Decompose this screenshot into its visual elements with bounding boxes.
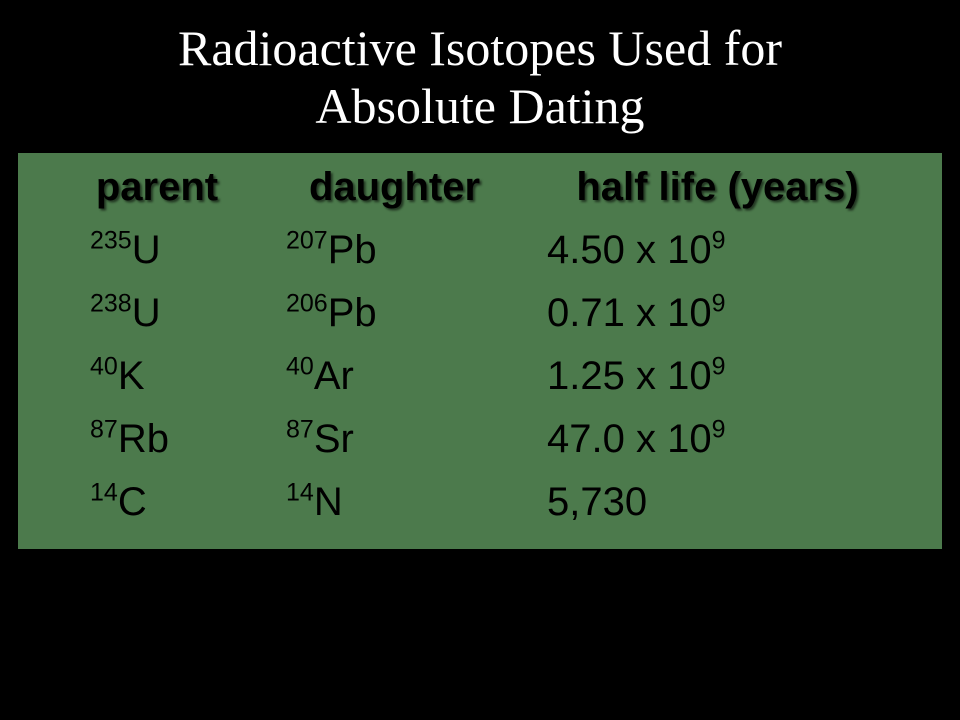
half-life-value: 4.50 x 109 bbox=[517, 228, 918, 273]
daughter-mass: 14 bbox=[286, 479, 314, 507]
table-row: 40K40Ar1.25 x 109 bbox=[42, 354, 918, 399]
table-row: 14C14N5,730 bbox=[42, 480, 918, 525]
parent-mass: 40 bbox=[90, 353, 118, 381]
daughter-mass: 40 bbox=[286, 353, 314, 381]
parent-isotope: 235U bbox=[42, 228, 272, 273]
table-body: 235U207Pb4.50 x 109238U206Pb0.71 x 10940… bbox=[42, 228, 918, 525]
daughter-symbol: Pb bbox=[328, 228, 377, 272]
daughter-isotope: 14N bbox=[272, 480, 517, 525]
daughter-symbol: Pb bbox=[328, 291, 377, 335]
daughter-mass: 87 bbox=[286, 416, 314, 444]
half-life-value: 1.25 x 109 bbox=[517, 354, 918, 399]
half-life-base: 47.0 x 10 bbox=[547, 417, 712, 461]
table-row: 235U207Pb4.50 x 109 bbox=[42, 228, 918, 273]
parent-mass: 238 bbox=[90, 290, 132, 318]
table-row: 87Rb87Sr47.0 x 109 bbox=[42, 417, 918, 462]
title-line-1: Radioactive Isotopes Used for bbox=[178, 20, 782, 76]
parent-symbol: U bbox=[132, 291, 161, 335]
daughter-isotope: 40Ar bbox=[272, 354, 517, 399]
daughter-isotope: 207Pb bbox=[272, 228, 517, 273]
parent-isotope: 87Rb bbox=[42, 417, 272, 462]
title-line-2: Absolute Dating bbox=[315, 78, 644, 134]
parent-isotope: 14C bbox=[42, 480, 272, 525]
daughter-isotope: 87Sr bbox=[272, 417, 517, 462]
half-life-base: 1.25 x 10 bbox=[547, 354, 712, 398]
parent-symbol: Rb bbox=[118, 417, 169, 461]
half-life-base: 5,730 bbox=[547, 480, 647, 524]
parent-symbol: K bbox=[118, 354, 145, 398]
daughter-symbol: Ar bbox=[314, 354, 354, 398]
daughter-symbol: Sr bbox=[314, 417, 354, 461]
header-parent: parent bbox=[42, 165, 272, 210]
parent-mass: 235 bbox=[90, 227, 132, 255]
half-life-exponent: 9 bbox=[712, 353, 726, 381]
table-header-row: parent daughter half life (years) bbox=[42, 165, 918, 210]
daughter-mass: 207 bbox=[286, 227, 328, 255]
parent-isotope: 40K bbox=[42, 354, 272, 399]
parent-symbol: C bbox=[118, 480, 147, 524]
half-life-value: 0.71 x 109 bbox=[517, 291, 918, 336]
half-life-base: 0.71 x 10 bbox=[547, 291, 712, 335]
parent-mass: 87 bbox=[90, 416, 118, 444]
daughter-symbol: N bbox=[314, 480, 343, 524]
parent-symbol: U bbox=[132, 228, 161, 272]
half-life-exponent: 9 bbox=[712, 227, 726, 255]
half-life-value: 47.0 x 109 bbox=[517, 417, 918, 462]
half-life-exponent: 9 bbox=[712, 290, 726, 318]
header-daughter: daughter bbox=[272, 165, 517, 210]
daughter-mass: 206 bbox=[286, 290, 328, 318]
half-life-base: 4.50 x 10 bbox=[547, 228, 712, 272]
slide-title: Radioactive Isotopes Used for Absolute D… bbox=[0, 0, 960, 153]
parent-mass: 14 bbox=[90, 479, 118, 507]
table-panel: parent daughter half life (years) 235U20… bbox=[18, 153, 942, 549]
daughter-isotope: 206Pb bbox=[272, 291, 517, 336]
half-life-value: 5,730 bbox=[517, 480, 918, 525]
parent-isotope: 238U bbox=[42, 291, 272, 336]
table-row: 238U206Pb0.71 x 109 bbox=[42, 291, 918, 336]
half-life-exponent: 9 bbox=[712, 416, 726, 444]
header-halflife: half life (years) bbox=[517, 165, 918, 210]
